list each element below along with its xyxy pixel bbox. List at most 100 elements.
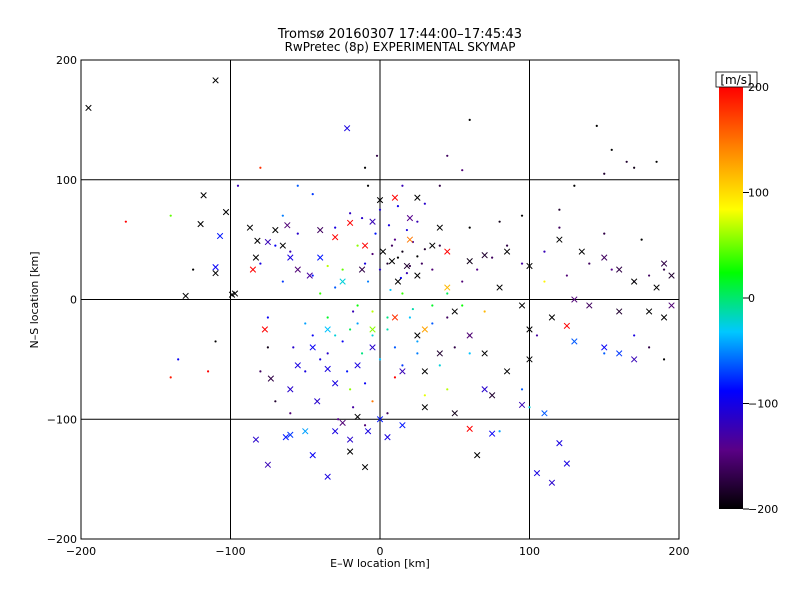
dot-marker <box>296 184 299 187</box>
dot-marker <box>520 262 524 265</box>
dot-marker <box>259 166 262 169</box>
dot-marker <box>401 184 404 187</box>
cross-marker <box>339 419 346 426</box>
dot-marker <box>206 370 210 373</box>
dot-marker <box>259 262 262 265</box>
dot-marker <box>446 154 449 157</box>
dot-marker <box>468 352 471 355</box>
dot-marker <box>124 220 127 223</box>
dot-marker <box>438 244 441 247</box>
dot-marker <box>446 316 449 319</box>
cross-marker <box>616 266 623 273</box>
cross-marker <box>481 350 488 357</box>
cross-marker <box>264 238 272 246</box>
cross-marker <box>563 322 571 329</box>
cross-marker <box>630 356 638 363</box>
dot-marker <box>386 412 389 415</box>
cross-marker <box>399 368 406 375</box>
dot-marker <box>603 232 606 235</box>
colorbar: [m/s] −200 −100 0 100 200 <box>715 71 778 516</box>
dot-marker <box>558 208 561 211</box>
dot-marker <box>498 430 501 433</box>
cross-marker <box>197 220 204 228</box>
dot-marker <box>371 334 374 337</box>
cross-marker <box>369 218 376 225</box>
colorbar-tick-label: 0 <box>748 292 755 305</box>
cross-marker <box>406 236 414 243</box>
y-tick-label: −100 <box>47 413 77 426</box>
dot-marker <box>543 250 546 253</box>
cross-marker <box>653 284 660 291</box>
cross-marker <box>309 344 316 351</box>
dot-marker <box>311 334 314 337</box>
dot-marker <box>423 248 426 251</box>
dot-marker <box>363 166 367 169</box>
dot-marker <box>360 352 364 355</box>
cross-marker <box>294 362 301 369</box>
dot-marker <box>393 346 397 349</box>
cross-marker <box>388 258 396 265</box>
cross-marker <box>541 410 548 417</box>
data-points <box>85 77 675 486</box>
cross-marker <box>212 264 219 271</box>
dot-marker <box>378 268 382 271</box>
dot-marker <box>655 160 658 163</box>
cross-marker <box>421 368 429 375</box>
cross-marker <box>331 380 339 387</box>
cross-marker <box>343 125 351 132</box>
dot-marker <box>366 184 370 187</box>
cross-marker <box>571 296 578 303</box>
dot-marker <box>423 202 426 205</box>
dot-marker <box>356 322 359 325</box>
dot-marker <box>169 376 172 379</box>
dot-marker <box>520 214 524 217</box>
cross-marker <box>414 272 421 279</box>
x-tick-label: 100 <box>519 545 540 558</box>
cross-marker <box>578 248 585 255</box>
dot-marker <box>483 310 486 313</box>
cross-marker <box>249 266 257 273</box>
cross-marker <box>376 416 384 423</box>
dot-marker <box>405 228 409 232</box>
dot-marker <box>326 352 329 355</box>
dot-marker <box>311 274 314 277</box>
cross-marker <box>287 431 294 438</box>
cross-marker <box>254 237 261 244</box>
cross-marker <box>339 278 346 285</box>
dot-marker <box>349 388 352 391</box>
cross-marker <box>284 222 291 229</box>
cross-marker <box>481 386 488 393</box>
cross-marker <box>503 248 511 255</box>
cross-marker <box>403 262 411 270</box>
cross-marker <box>282 434 289 441</box>
dot-marker <box>390 244 394 247</box>
dot-marker <box>169 214 172 217</box>
chart-subtitle: RwPretec (8p) EXPERIMENTAL SKYMAP <box>285 40 516 54</box>
cross-marker <box>252 436 260 443</box>
cross-marker <box>324 473 331 480</box>
dot-marker <box>468 226 471 229</box>
cross-marker <box>287 386 294 393</box>
dot-marker <box>326 316 329 319</box>
dot-marker <box>610 268 613 271</box>
dot-marker <box>281 280 284 283</box>
dot-marker <box>416 255 419 258</box>
cross-marker <box>668 302 675 309</box>
cross-marker <box>414 194 421 201</box>
cross-marker <box>246 224 254 231</box>
dot-marker <box>363 424 367 427</box>
cross-marker <box>406 214 414 222</box>
cross-marker <box>369 344 376 351</box>
dot-marker <box>337 418 340 421</box>
dot-marker <box>401 364 404 367</box>
cross-marker <box>384 434 391 441</box>
dot-marker <box>356 304 359 307</box>
dot-marker <box>326 264 329 268</box>
cross-marker <box>364 428 372 435</box>
dot-marker <box>360 216 364 220</box>
dot-marker <box>423 394 426 397</box>
cross-marker <box>630 278 638 285</box>
dot-marker <box>498 220 501 223</box>
dot-marker <box>334 286 337 289</box>
dot-marker <box>387 224 391 227</box>
